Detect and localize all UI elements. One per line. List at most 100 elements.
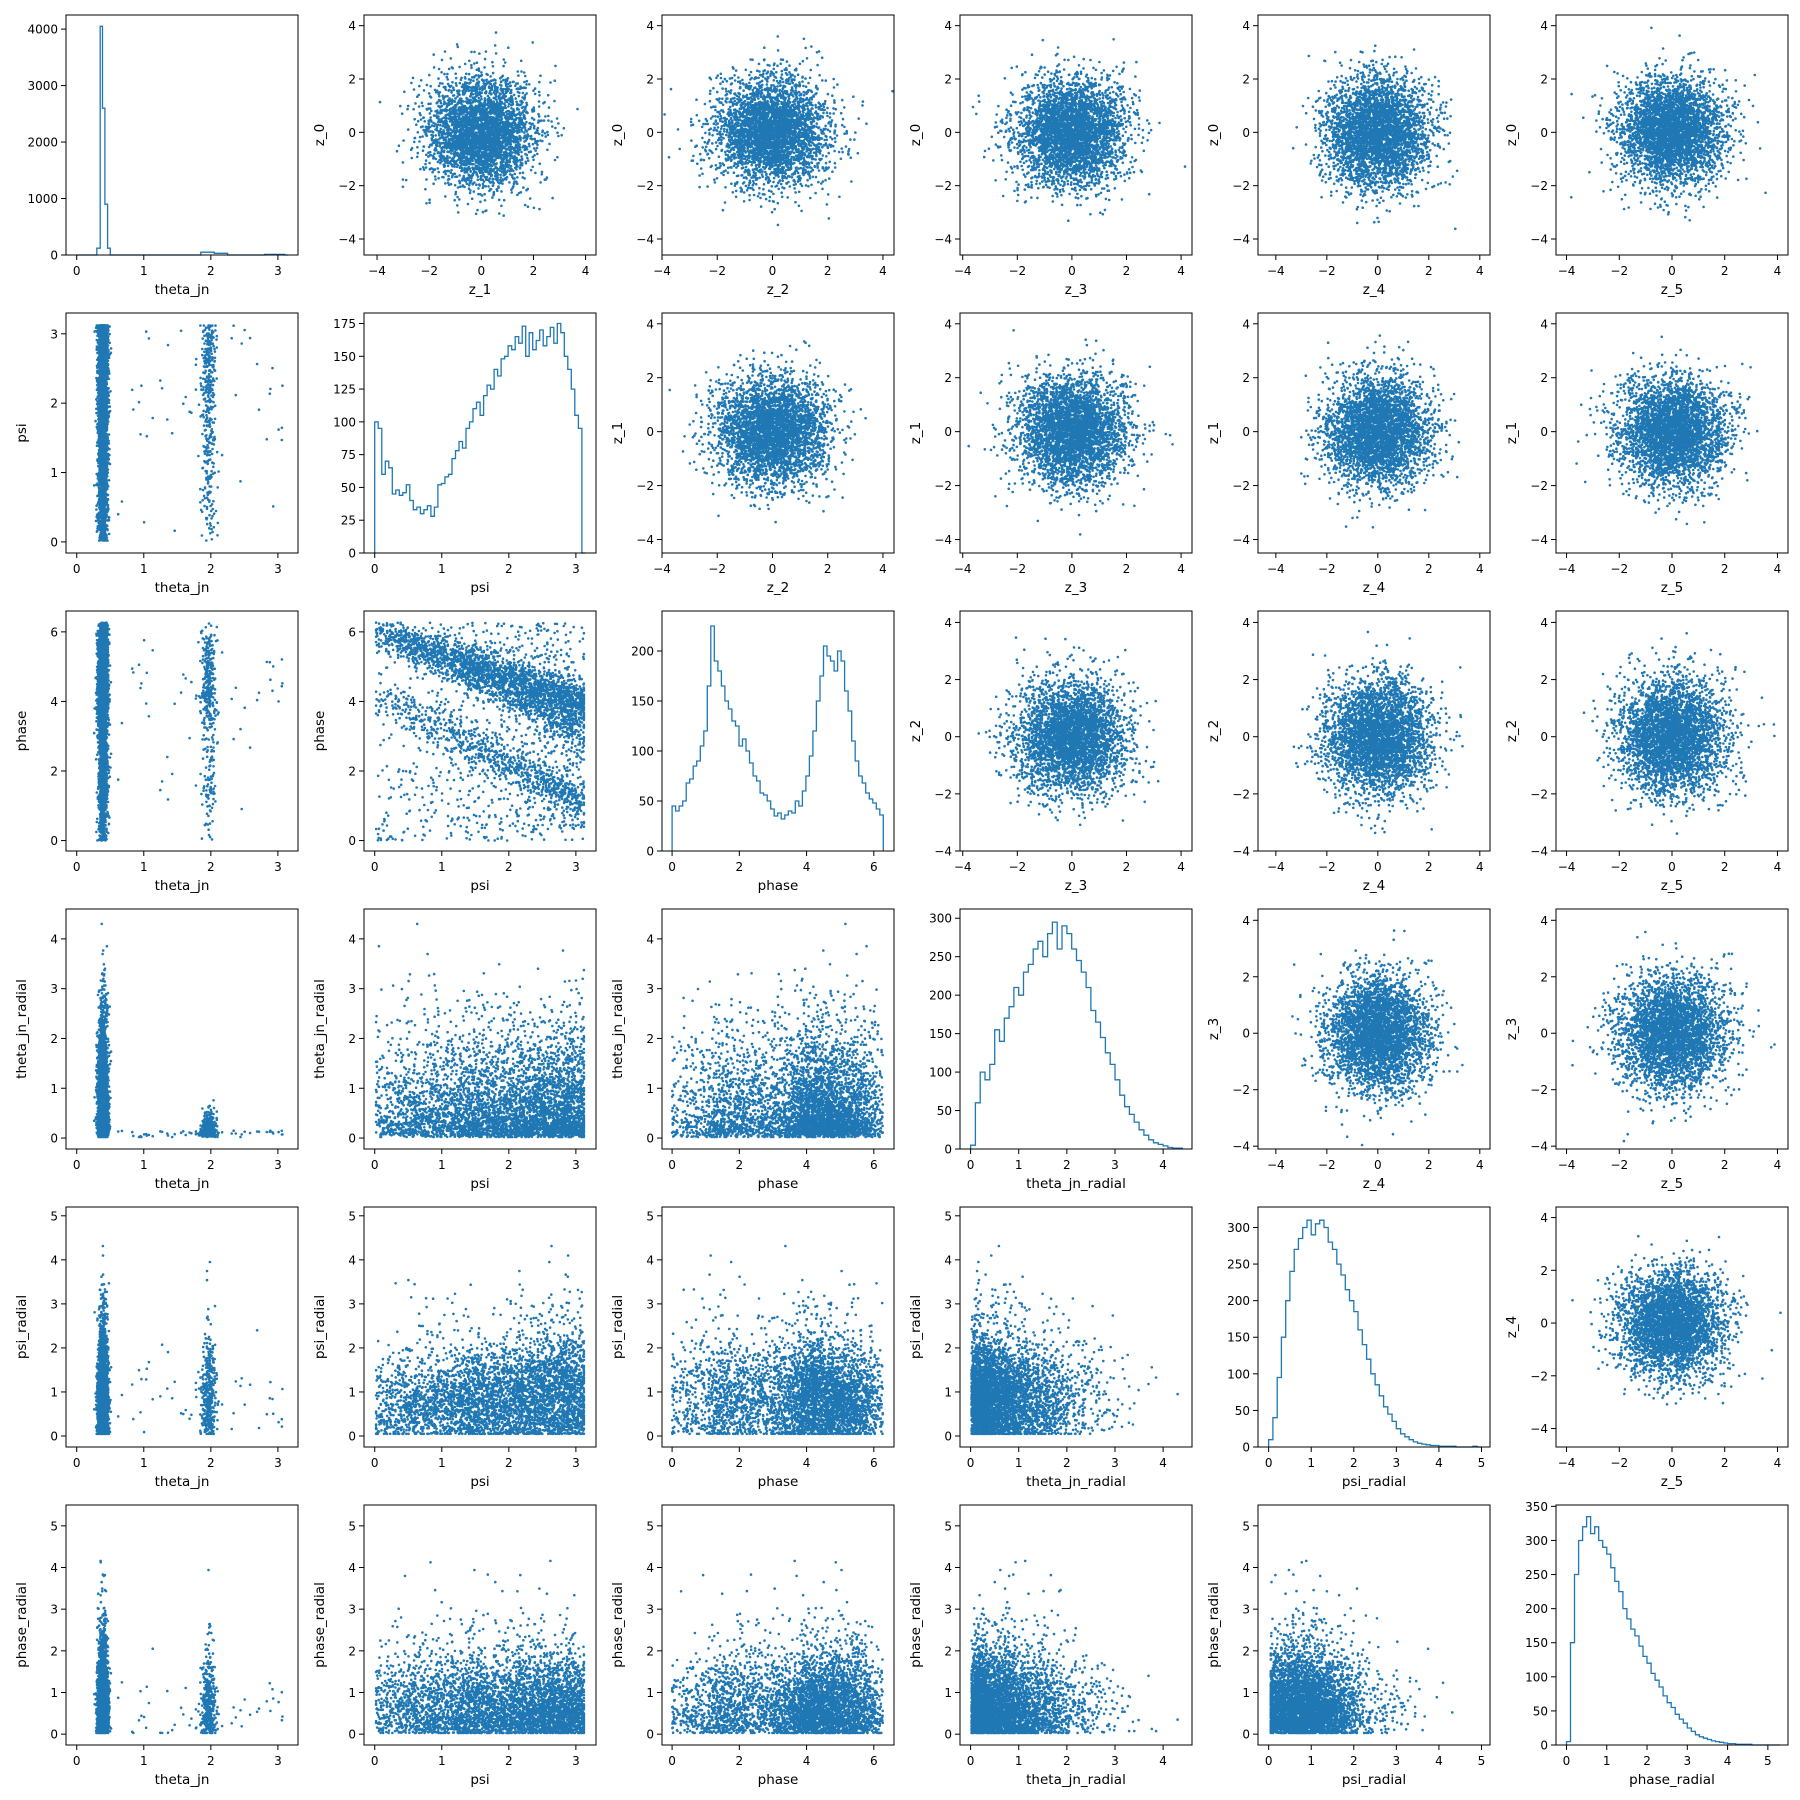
y-tick-label: −4 [934, 533, 952, 547]
plot-area [1292, 630, 1464, 835]
y-tick-label: 0 [1540, 730, 1548, 744]
subplot-0-5: −4 −2 0 2 4 −4 −2 0 2 4 z_5 z_0 [1504, 14, 1789, 298]
x-tick-label: 1 [1307, 1456, 1315, 1470]
x-tick-label: 0 [371, 562, 379, 576]
y-tick-label: −4 [1232, 533, 1250, 547]
y-tick-label: −4 [1530, 845, 1548, 859]
x-tick-label: 0 [1374, 264, 1382, 278]
plot-area [663, 35, 894, 227]
histogram-step [671, 625, 884, 851]
x-tick-label: 4 [1177, 860, 1185, 874]
x-axis-label: z_5 [1661, 878, 1683, 894]
y-tick-label: 50 [1235, 1404, 1250, 1418]
y-tick-label: 4 [1540, 1211, 1548, 1225]
y-tick-label: 2 [944, 1644, 952, 1658]
subplot-3-3: 0 1 2 3 4 0 50 100 150 200 250 300 theta_jn_radial [929, 908, 1193, 1192]
y-tick-label: −4 [934, 845, 952, 859]
x-tick-label: 3 [572, 860, 580, 874]
y-tick-label: 1000 [27, 192, 58, 206]
x-tick-label: −4 [1267, 264, 1285, 278]
x-tick-label: −2 [1610, 1456, 1628, 1470]
x-tick-label: 4 [1774, 860, 1782, 874]
axes-frame [959, 1504, 1193, 1746]
x-tick-label: 2 [736, 1158, 744, 1172]
y-tick-label: 2 [646, 1032, 654, 1046]
y-tick-label: 2 [348, 73, 356, 87]
y-axis-label: psi_radial [908, 1295, 924, 1359]
y-tick-label: 2 [348, 1341, 356, 1355]
x-tick-label: 4 [1476, 264, 1484, 278]
y-tick-label: 0 [1540, 1027, 1548, 1041]
y-tick-label: −2 [934, 787, 952, 801]
x-tick-label: −4 [954, 562, 972, 576]
x-tick-label: 0 [73, 264, 81, 278]
axes-frame [65, 312, 299, 554]
x-axis-label: theta_jn [155, 1772, 210, 1788]
x-tick-label: 2 [207, 1158, 215, 1172]
x-axis-label: z_4 [1363, 282, 1385, 298]
x-tick-label: 3 [274, 1456, 282, 1470]
y-tick-label: 0 [50, 834, 58, 848]
x-tick-label: 2 [1063, 1754, 1071, 1768]
y-tick-label: 4 [50, 932, 58, 946]
histogram-step [969, 921, 1184, 1149]
y-axis-label: phase [312, 711, 328, 752]
x-tick-label: 2 [1425, 860, 1433, 874]
x-tick-label: 2 [505, 1754, 513, 1768]
plot-area [1582, 632, 1776, 835]
y-tick-label: 4000 [27, 23, 58, 37]
x-axis-label: psi [470, 1474, 489, 1490]
y-axis-label: z_0 [908, 124, 924, 146]
x-tick-label: −4 [1558, 860, 1576, 874]
y-tick-label: 0 [944, 1429, 952, 1443]
y-tick-label: 5 [944, 1209, 952, 1223]
x-tick-label: 4 [1724, 1754, 1732, 1768]
x-axis-label: psi [470, 580, 489, 596]
plot-area [92, 922, 284, 1139]
y-tick-label: 0 [1242, 1441, 1250, 1455]
y-axis-label: phase_radial [1206, 1582, 1222, 1668]
y-axis-label: z_0 [1206, 124, 1222, 146]
y-tick-label: 2 [50, 1032, 58, 1046]
histogram-step [76, 25, 288, 256]
scatter-points [92, 621, 284, 842]
y-tick-label: 0 [646, 1132, 654, 1146]
x-tick-label: 2 [736, 860, 744, 874]
x-tick-label: 1 [140, 264, 148, 278]
y-tick-label: 1 [348, 1686, 356, 1700]
x-tick-label: −4 [1558, 264, 1576, 278]
y-tick-label: −2 [1232, 179, 1250, 193]
x-tick-label: 2 [1123, 264, 1131, 278]
x-tick-label: −2 [1008, 562, 1026, 576]
subplot-2-1: 0 1 2 3 0 2 4 6 psi phase [312, 610, 597, 894]
x-tick-label: −2 [708, 264, 726, 278]
x-tick-label: −2 [708, 562, 726, 576]
y-tick-label: 0 [944, 126, 952, 140]
x-tick-label: 0 [967, 1456, 975, 1470]
x-tick-label: 3 [1393, 1754, 1401, 1768]
x-tick-label: 4 [1774, 562, 1782, 576]
x-axis-label: z_5 [1661, 580, 1683, 596]
y-axis-label: z_3 [1206, 1018, 1222, 1040]
x-tick-label: 0 [73, 1754, 81, 1768]
x-tick-label: 2 [1721, 1456, 1729, 1470]
y-tick-label: 3 [348, 1603, 356, 1617]
y-tick-label: 3000 [27, 79, 58, 93]
x-tick-label: −4 [653, 562, 671, 576]
y-tick-label: 0 [944, 1728, 952, 1742]
y-tick-label: 4 [646, 317, 654, 331]
axes-frame [1257, 1206, 1491, 1448]
subplot-3-0: 0 1 2 3 0 1 2 3 4 theta_jn theta_jn_radial [14, 908, 299, 1192]
x-axis-label: z_3 [1065, 282, 1087, 298]
scatter-points [1571, 930, 1776, 1143]
axes-frame [65, 610, 299, 852]
x-tick-label: 3 [1683, 1754, 1691, 1768]
x-tick-label: 4 [803, 1754, 811, 1768]
x-tick-label: 1 [140, 1754, 148, 1768]
x-axis-label: phase_radial [1629, 1772, 1715, 1788]
y-axis-label: z_1 [908, 422, 924, 444]
x-axis-label: theta_jn_radial [1026, 1474, 1126, 1490]
subplot-0-2: −4 −2 0 2 4 −4 −2 0 2 4 z_2 z_0 [610, 14, 895, 298]
